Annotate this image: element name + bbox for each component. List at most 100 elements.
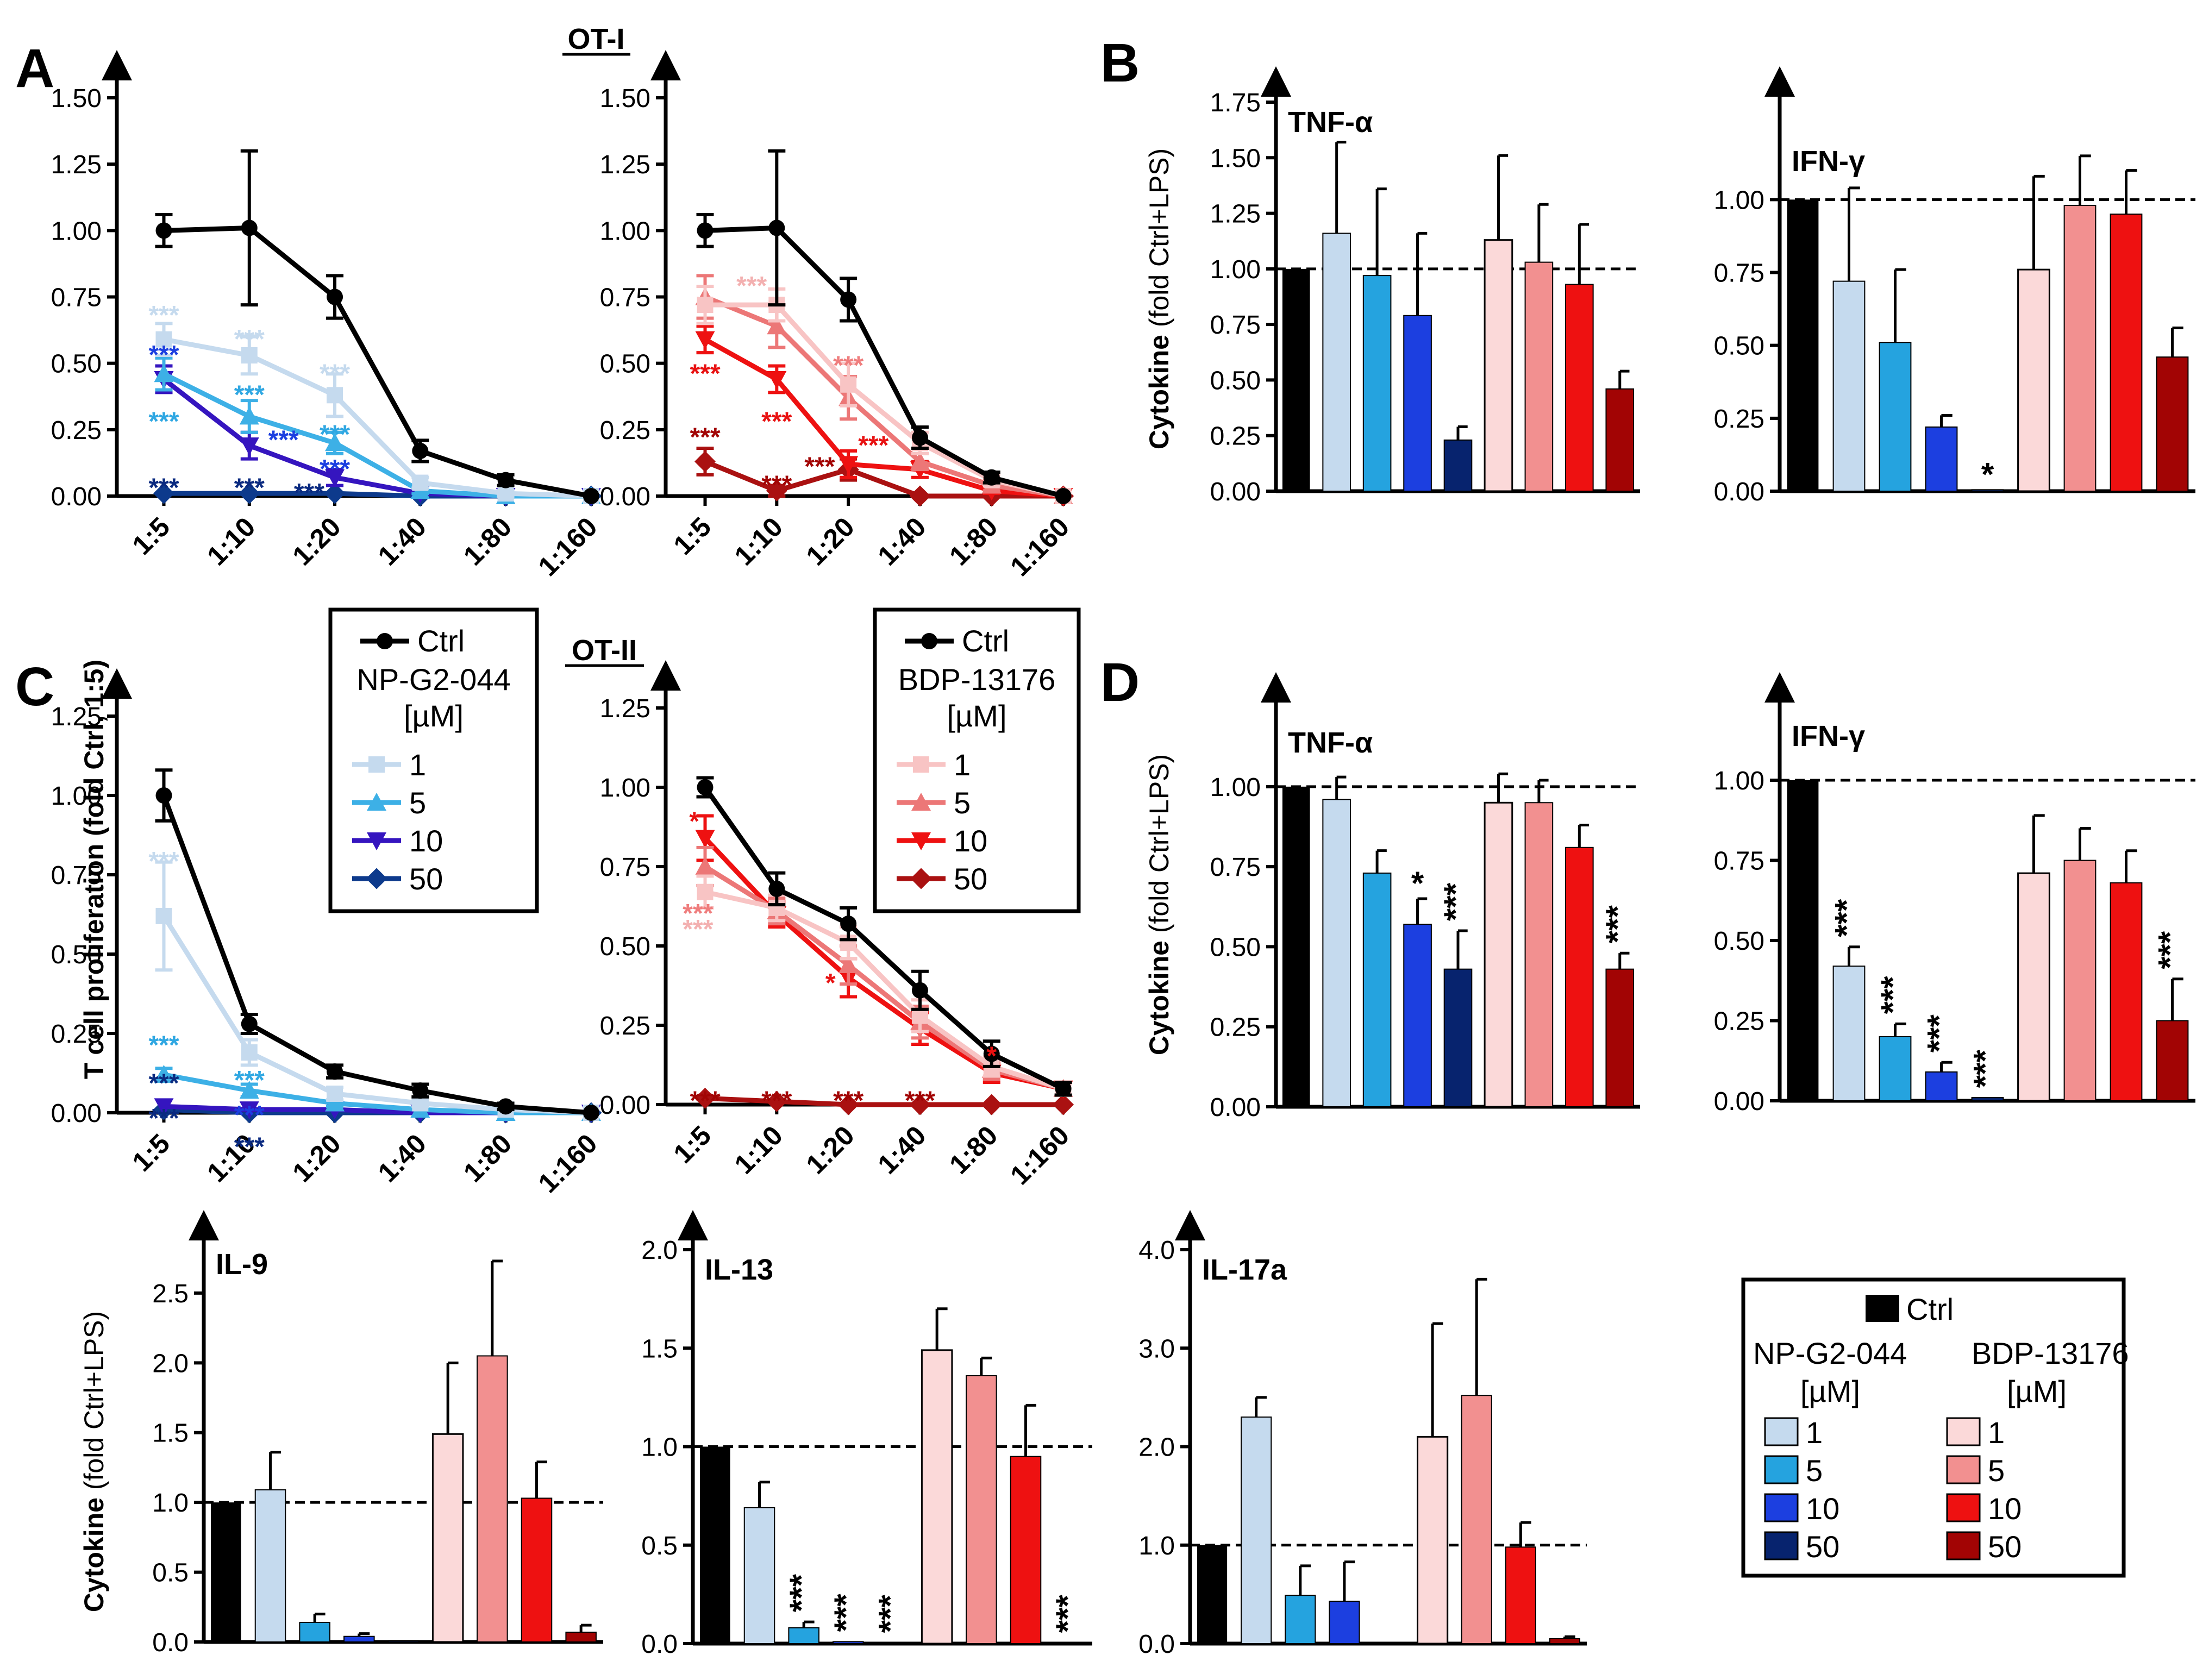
significance-mark: *** (690, 423, 720, 452)
data-point-Ctrl (1055, 488, 1072, 504)
legend-np-label: 10 (1806, 1491, 1839, 1526)
significance-mark: *** (683, 899, 713, 928)
series-line-1 (704, 889, 1064, 1092)
data-point-Ctrl (840, 291, 857, 308)
legend-entry-label: 5 (409, 786, 426, 820)
y-tick-label: 0.75 (1210, 311, 1261, 340)
bar-ctrl (1787, 199, 1819, 491)
data-point-1 (840, 376, 857, 393)
bar-np-1 (1322, 799, 1351, 1107)
legend-entry-label: 10 (954, 824, 987, 858)
y-tick-label: 0.50 (1210, 933, 1261, 962)
significance-mark: *** (234, 1132, 265, 1161)
legend-bdp-label: 5 (1988, 1453, 2005, 1488)
data-point-Ctrl (583, 488, 599, 504)
y-tick-label: 0.00 (600, 482, 650, 511)
y-tick-label: 0.00 (51, 1099, 102, 1128)
y-axis-label-cytokine-e-part: Cytokine (79, 1490, 109, 1612)
data-point-Ctrl (1055, 1080, 1072, 1097)
y-axis-label-cytokine-d-part: (fold Ctrl+LPS) (1144, 754, 1174, 933)
legend-entry-label: 5 (954, 786, 971, 820)
data-point-50 (766, 480, 787, 502)
legend-bdp-label: 1 (1988, 1415, 2005, 1450)
legend-frame (873, 607, 1081, 913)
bar-bdp-10 (2110, 214, 2143, 492)
bar-bdp-10 (521, 1497, 553, 1643)
y-tick-label: 0.50 (1714, 927, 1764, 956)
significance-mark: *** (148, 1031, 179, 1060)
legend-marker (367, 793, 386, 811)
legend-bdp-swatch (1946, 1531, 1981, 1560)
data-point-Ctrl (327, 289, 343, 305)
y-tick-label: 1.00 (600, 774, 650, 803)
data-point-50 (324, 482, 346, 504)
y-tick-label: 0.75 (600, 853, 650, 882)
chart-title: TNF-α (1288, 726, 1373, 759)
data-point-50 (694, 450, 716, 472)
y-tick-label: 0.25 (1210, 1013, 1261, 1042)
legend-marker (911, 793, 931, 811)
bar-ctrl (211, 1502, 241, 1642)
bar-chart-E1: 0.0 0.5 1.0 1.5 2.0 2.5 IL-9 (152, 1210, 603, 1657)
data-point-5 (910, 452, 930, 470)
x-tick-label: 1:160 (533, 511, 603, 582)
x-tick-label: 1:80 (458, 1128, 517, 1188)
data-point-10 (695, 830, 715, 848)
bar-np-10 (833, 1641, 864, 1644)
data-point-Ctrl (983, 1045, 1000, 1062)
chart-title: TNF-α (1288, 106, 1373, 139)
y-tick-label: 0.25 (600, 1012, 650, 1040)
series-line-1 (161, 914, 592, 1115)
line-chart-A2: 0.000.250.500.751.001.251.501:5 1:10 1:20 1… (600, 50, 1075, 582)
series-line-5 (162, 372, 591, 499)
data-point-50 (837, 1094, 859, 1115)
data-point-5 (239, 1081, 259, 1099)
bar-bdp-10 (1565, 284, 1594, 492)
x-tick-label: 1:160 (1004, 1120, 1075, 1190)
y-tick-label: 1.00 (1210, 255, 1261, 284)
significance-mark: *** (268, 425, 299, 454)
x-tick-label: 1:5 (668, 1120, 717, 1169)
y-tick-label: 1.00 (600, 217, 650, 246)
legend-marker (911, 832, 931, 850)
data-point-Ctrl (497, 472, 514, 488)
data-point-5 (154, 1064, 174, 1083)
significance-mark: *** (872, 1594, 909, 1633)
x-tick-label: 1:5 (127, 1128, 176, 1177)
bar-np-10 (1925, 1071, 1958, 1102)
y-tick-label: 1.25 (600, 151, 650, 179)
legend-unit-label: [µM] (404, 699, 464, 733)
chart-title: IFN-γ (1792, 145, 1865, 178)
chart-title: IL-13 (705, 1253, 773, 1286)
section-title-ot2: OT-II (572, 634, 637, 667)
legend-marker (368, 756, 385, 773)
y-tick-label: 1.00 (51, 217, 102, 246)
y-tick-label: 0.50 (51, 941, 102, 969)
legend-bdp-swatch (1946, 1455, 1981, 1484)
bar-np-10 (1403, 315, 1432, 492)
y-tick-label: 2.0 (152, 1349, 189, 1378)
y-tick-label: 1.5 (152, 1419, 189, 1448)
series-line-5 (704, 294, 1064, 499)
data-point-Ctrl (241, 220, 258, 236)
bar-bdp-50 (2156, 356, 2189, 492)
bar-np-1 (1832, 280, 1866, 492)
x-tick-label: 1:80 (943, 511, 1003, 571)
data-point-Ctrl (911, 982, 928, 999)
bar-bdp-1 (2017, 268, 2050, 492)
x-tick-label: 1:10 (729, 1120, 789, 1180)
data-point-Ctrl (412, 442, 429, 459)
x-tick-label: 1:160 (533, 1128, 603, 1199)
significance-mark: *** (690, 359, 720, 388)
significance-mark: * (1411, 865, 1424, 901)
y-tick-label: 1.00 (1714, 767, 1764, 795)
y-tick-label: 0.75 (51, 284, 102, 312)
bar-np-1 (743, 1507, 775, 1644)
bar-np-5 (1362, 872, 1392, 1107)
y-tick-label: 0.25 (51, 1020, 102, 1049)
significance-mark: *** (1437, 882, 1474, 921)
data-point-5 (325, 1093, 345, 1112)
significance-mark: *** (1599, 905, 1636, 944)
legend-np-label: 5 (1806, 1453, 1823, 1488)
legend-entry-label: 10 (409, 824, 443, 858)
